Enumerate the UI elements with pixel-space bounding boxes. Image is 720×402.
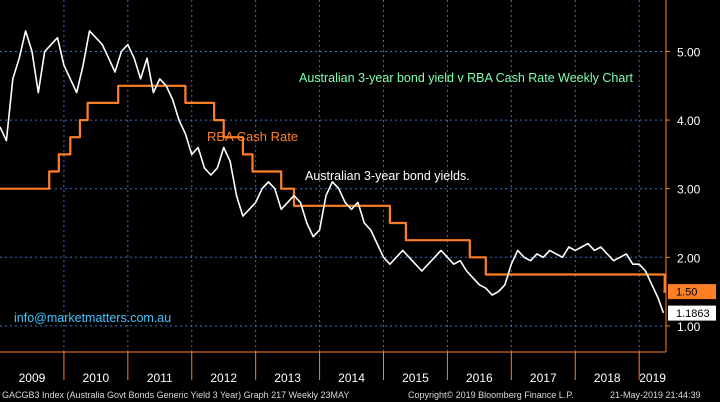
x-tick-label: 2017 [530,371,557,385]
rba-cash-rate-label: RBA Cash Rate [207,129,298,144]
y-tick-label: 5.00 [677,45,701,59]
x-tick-label: 2016 [466,371,493,385]
x-tick-label: 2012 [210,371,237,385]
rba-last-value-tag: 1.50 [668,284,716,300]
footer-copyright: Copyright© 2019 Bloomberg Finance L.P. [408,390,574,400]
footer-timestamp: 21-May-2019 21:44:39 [610,390,701,400]
x-tick-label: 2009 [19,371,46,385]
y-tick-label: 1.00 [677,320,701,334]
x-tick-label: 2015 [402,371,429,385]
bond-yield-line [0,30,665,314]
x-tick-label: 2010 [83,371,110,385]
x-tick-label: 2013 [274,371,301,385]
bond-last-value-box [668,305,716,321]
x-tick-label: 2018 [594,371,621,385]
axes [0,0,667,353]
rba-last-value-box [668,284,716,300]
x-tick-label: 2019 [639,371,666,385]
y-tick-label: 2.00 [677,251,701,265]
x-ticks: 2009 2010 2011 2012 2013 2014 2015 2016 2017 2018… [19,352,666,385]
chart: 5.00 4.00 3.00 2.00 1.00 2009 2010 2011 2012 201… [0,0,716,385]
footer-index-description: GACGB3 Index (Australia Govt Bonds Gener… [2,390,350,400]
bond-last-value-tag: 1.1863 [668,305,716,321]
x-tick-label: 2011 [147,371,173,385]
series-lines [0,30,666,314]
y-tick-label: 3.00 [677,183,701,197]
website-label: info@marketmatters.com.au [14,311,171,325]
gridlines [0,0,666,352]
y-ticks: 5.00 4.00 3.00 2.00 1.00 [666,45,701,334]
rba-last-value-text: 1.50 [676,287,697,299]
footer-bar: GACGB3 Index (Australia Govt Bonds Gener… [0,388,720,402]
bond-last-value-text: 1.1863 [676,308,710,320]
rba-cash-rate-line [0,84,666,293]
y-tick-label: 4.00 [677,114,701,128]
bond-yield-label: Australian 3-year bond yields. [305,169,470,183]
chart-title: Australian 3-year bond yield v RBA Cash … [299,71,633,85]
x-tick-label: 2014 [338,371,365,385]
